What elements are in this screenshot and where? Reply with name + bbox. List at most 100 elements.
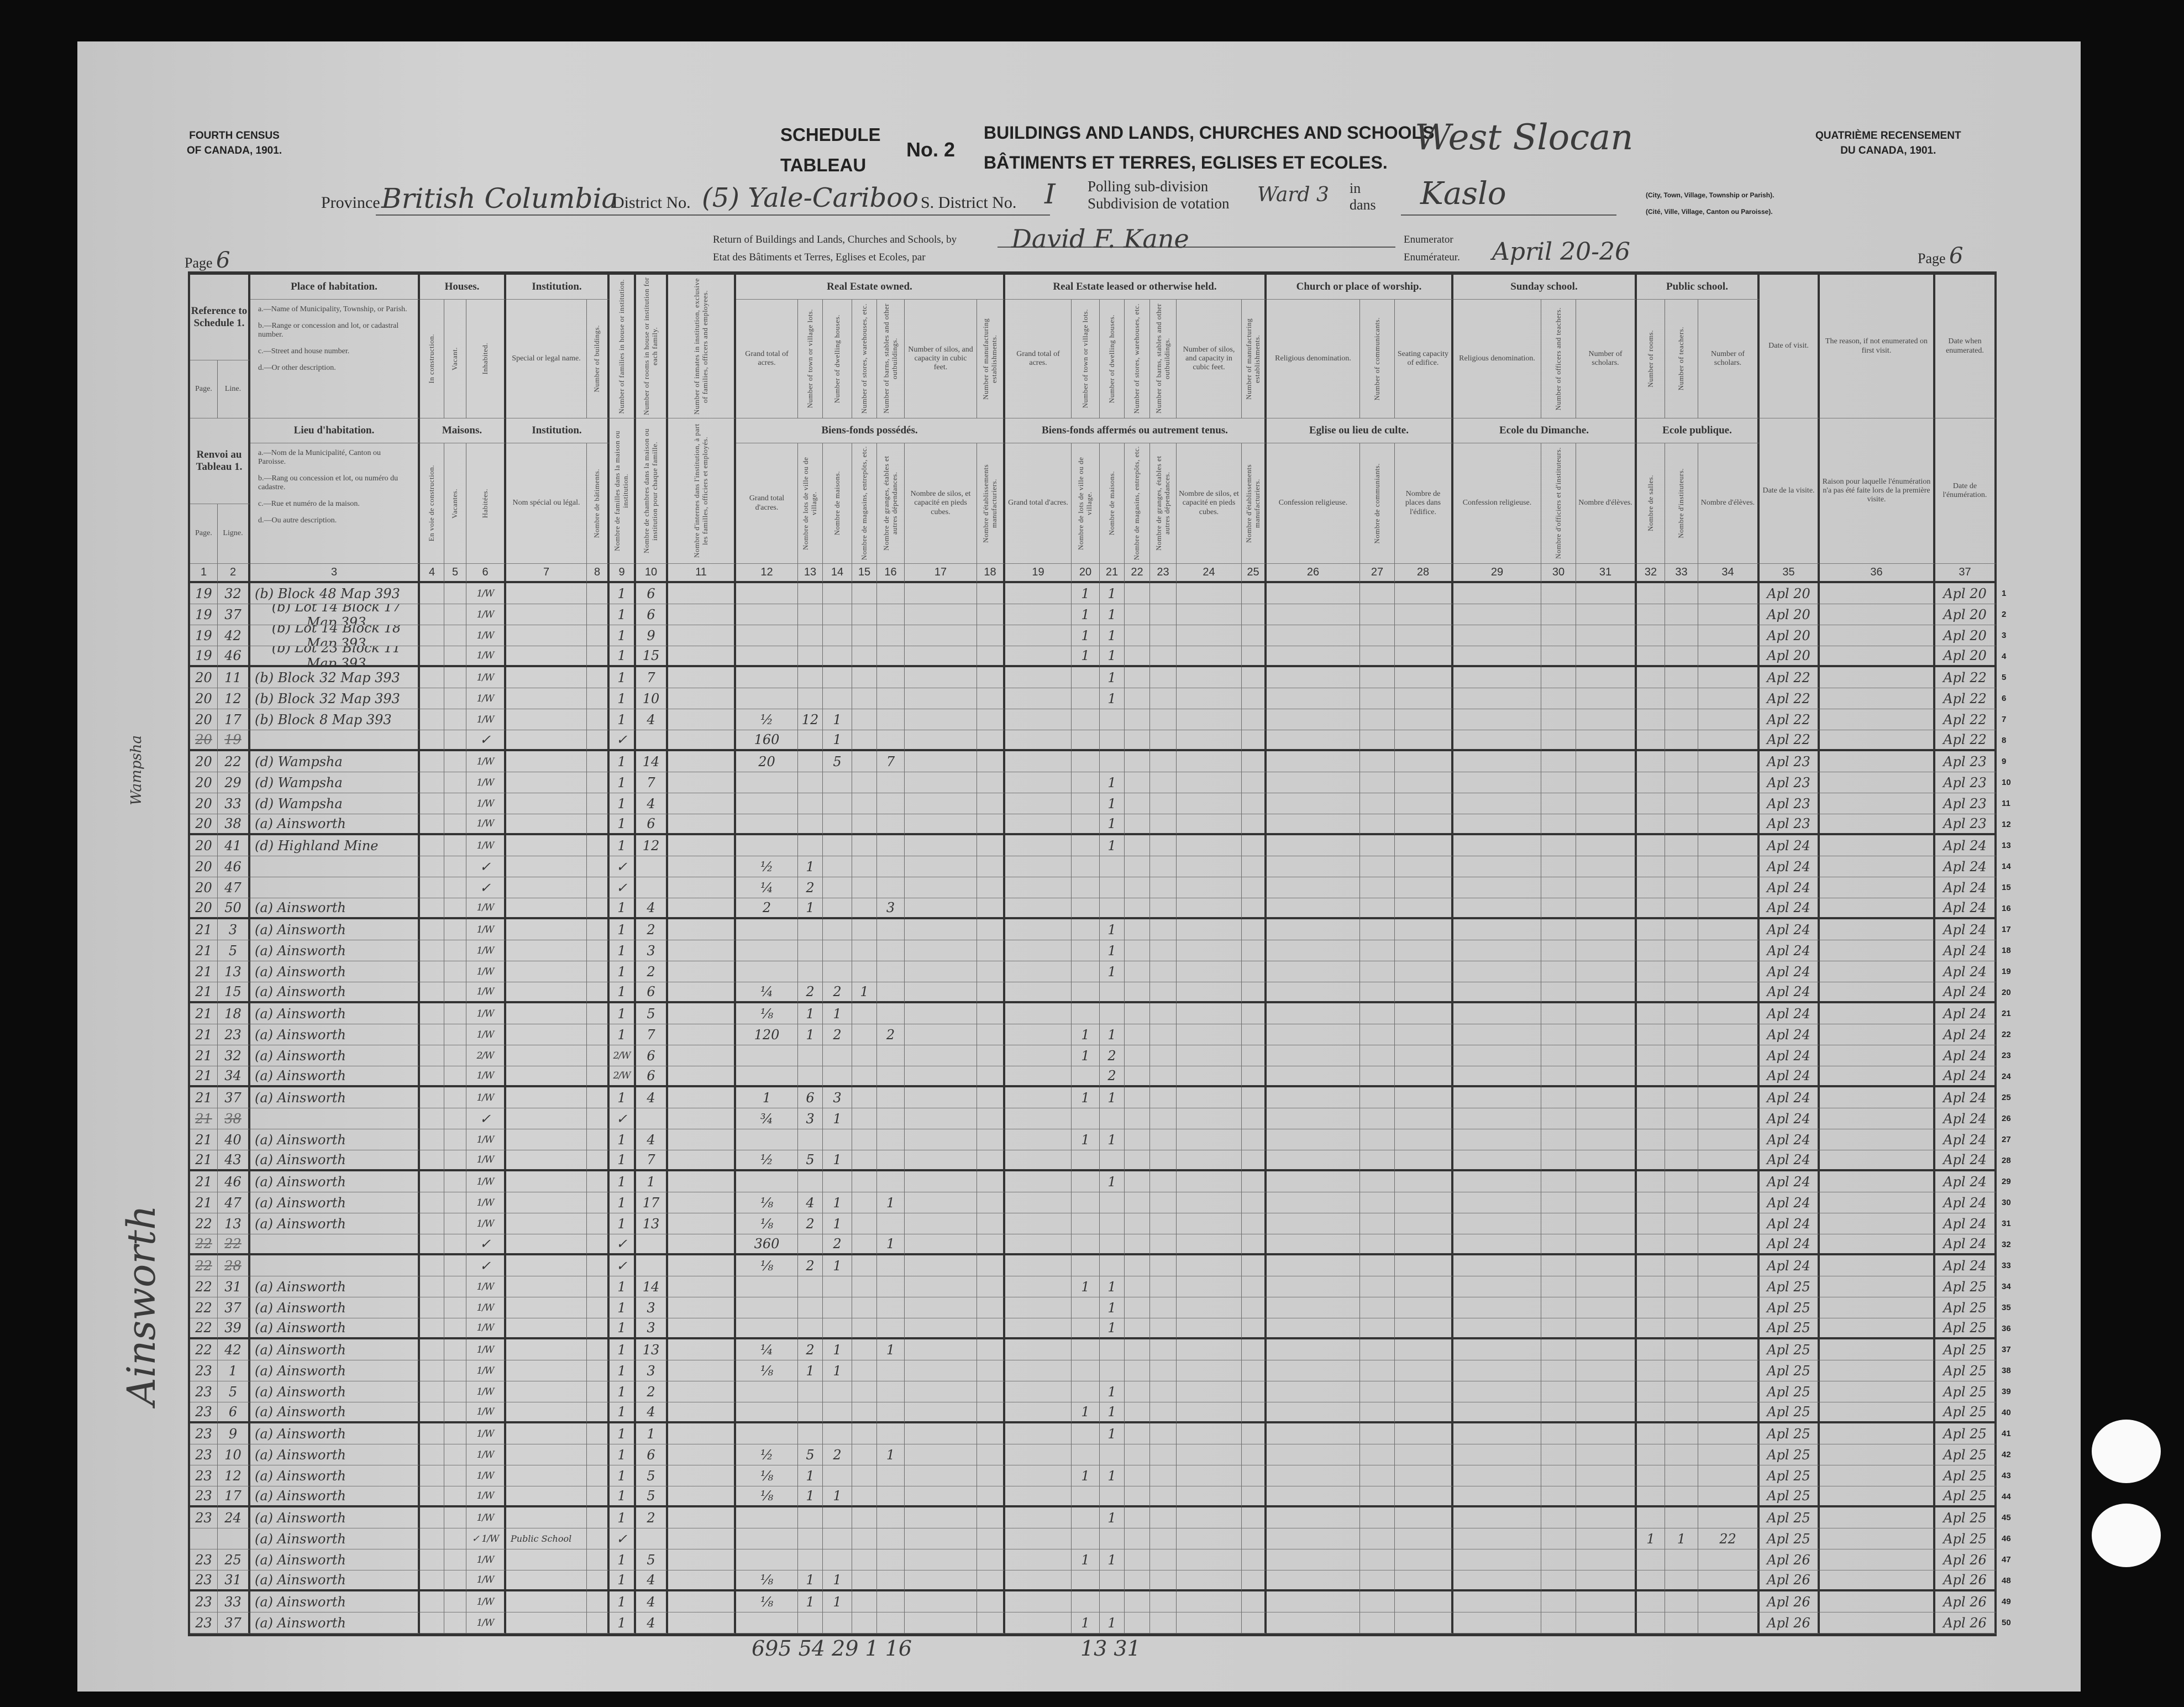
cell-col-5 xyxy=(444,1507,466,1528)
cell-col-12: ½ xyxy=(736,709,798,730)
cell-col-18 xyxy=(977,1192,1005,1213)
cell-col-23 xyxy=(1150,1612,1177,1633)
line-number: 36 xyxy=(2002,1324,2011,1333)
cell-col-12 xyxy=(736,1045,798,1066)
cell-col-20 xyxy=(1072,856,1100,877)
cell-col-4 xyxy=(420,1486,444,1507)
cell-value: 22 xyxy=(1719,1531,1736,1547)
cell-value: 1 xyxy=(617,1363,626,1379)
cell-col-11 xyxy=(668,730,736,751)
cell-col-1: 19 xyxy=(190,646,218,667)
date-value: Apl 24 xyxy=(1943,1152,1987,1167)
cell-col-30 xyxy=(1541,835,1576,856)
cell-col-13 xyxy=(798,730,823,751)
cell-col-28 xyxy=(1395,1108,1453,1129)
schedule-label: SCHEDULE xyxy=(780,124,881,145)
cell-col-29 xyxy=(1453,1213,1541,1234)
cell-col-8 xyxy=(587,877,610,898)
cell-value: 6 xyxy=(806,1090,815,1106)
cell-col-19 xyxy=(1005,961,1072,982)
cell-col-3: (a) Ainsworth xyxy=(250,1486,420,1507)
cell-col-32 xyxy=(1637,1213,1665,1234)
cell-col-37: Apl 22 xyxy=(1935,709,1997,730)
cell-value: 2 xyxy=(833,1027,842,1043)
column-header: Number of families in house or instituti… xyxy=(610,275,636,418)
cell-col-2: 41 xyxy=(218,835,250,856)
cell-col-23 xyxy=(1150,1381,1177,1402)
cell-col-14: 1 xyxy=(823,1339,852,1360)
cell-value: 4 xyxy=(647,1615,655,1631)
cell-col-36 xyxy=(1820,1108,1935,1129)
cell-col-11 xyxy=(668,1381,736,1402)
line-number: 10 xyxy=(2002,778,2011,787)
cell-value: 19 xyxy=(195,648,212,663)
cell-value: ✓ xyxy=(479,1111,491,1127)
cell-col-28 xyxy=(1395,898,1453,919)
cell-value: 1 xyxy=(1081,585,1090,601)
cell-col-10: 4 xyxy=(636,1570,668,1591)
cell-col-4 xyxy=(420,1402,444,1423)
cell-value: 1 xyxy=(886,1236,895,1252)
cell-col-18 xyxy=(977,1276,1005,1297)
cell-col-13 xyxy=(798,1171,823,1192)
cell-col-10: 7 xyxy=(636,1024,668,1045)
cell-col-22 xyxy=(1125,1339,1150,1360)
cell-col-16 xyxy=(877,1066,905,1087)
cell-value: 4 xyxy=(806,1195,815,1211)
cell-col-22 xyxy=(1125,1024,1150,1045)
cell-col-22 xyxy=(1125,1003,1150,1024)
line-number: 38 xyxy=(2002,1366,2011,1375)
cell-col-12 xyxy=(736,688,798,709)
cell-col-17 xyxy=(905,1318,977,1339)
cell-col-23 xyxy=(1150,835,1177,856)
cell-col-31 xyxy=(1576,709,1637,730)
cell-value: 1 xyxy=(617,964,626,980)
cell-col-2: 22 xyxy=(218,1234,250,1255)
cell-value: 1 xyxy=(886,1447,895,1463)
cell-col-2: 50 xyxy=(218,898,250,919)
cell-col-14 xyxy=(823,814,852,835)
date-value: Apl 24 xyxy=(1943,1216,1987,1232)
date-value: Apl 25 xyxy=(1767,1342,1810,1358)
cell-col-4 xyxy=(420,1066,444,1087)
cell-value: (a) Ainsworth xyxy=(255,1320,347,1336)
cell-col-35: Apl 25 xyxy=(1760,1276,1820,1297)
cell-col-5 xyxy=(444,1087,466,1108)
cell-col-8 xyxy=(587,919,610,940)
cell-col-15 xyxy=(852,835,877,856)
cell-col-35: Apl 22 xyxy=(1760,730,1820,751)
place-instruction: a.—Nom de la Municipalité, Canton ou Par… xyxy=(258,449,381,467)
column-number-label: 7 xyxy=(543,566,550,578)
cell-col-3: (d) Wampsha xyxy=(250,793,420,814)
cell-value: 1 xyxy=(806,1468,815,1484)
cell-col-15 xyxy=(852,1444,877,1465)
inhabited-mark: 1/W xyxy=(476,609,494,620)
inhabited-mark: 1/W xyxy=(476,1197,494,1208)
cell-col-9: 1 xyxy=(610,1570,636,1591)
line-number: 37 xyxy=(2002,1345,2011,1354)
cell-col-12: ¾ xyxy=(736,1108,798,1129)
inhabited-mark: 1/W xyxy=(476,1070,494,1081)
cell-col-8 xyxy=(587,688,610,709)
cell-col-27 xyxy=(1360,940,1395,961)
cell-value: 20 xyxy=(195,837,212,854)
cell-col-23 xyxy=(1150,982,1177,1003)
cell-col-13 xyxy=(798,1129,823,1150)
cell-col-37: Apl 24 xyxy=(1935,1129,1997,1150)
cell-col-6: 1/W xyxy=(466,1591,506,1612)
cell-col-5 xyxy=(444,961,466,982)
cell-col-33 xyxy=(1665,709,1698,730)
cell-col-24 xyxy=(1177,982,1242,1003)
cell-value: 1 xyxy=(1107,1426,1116,1442)
cell-col-3: (a) Ainsworth xyxy=(250,1213,420,1234)
cell-col-10: 7 xyxy=(636,772,668,793)
cell-col-33 xyxy=(1665,1570,1698,1591)
cell-value: 6 xyxy=(647,1447,655,1463)
cell-col-10: 5 xyxy=(636,1486,668,1507)
cell-col-27 xyxy=(1360,1486,1395,1507)
cell-col-28 xyxy=(1395,1465,1453,1486)
cell-col-33 xyxy=(1665,1507,1698,1528)
cell-col-10: 6 xyxy=(636,1045,668,1066)
cell-col-26 xyxy=(1267,1318,1360,1339)
cell-col-26 xyxy=(1267,1234,1360,1255)
